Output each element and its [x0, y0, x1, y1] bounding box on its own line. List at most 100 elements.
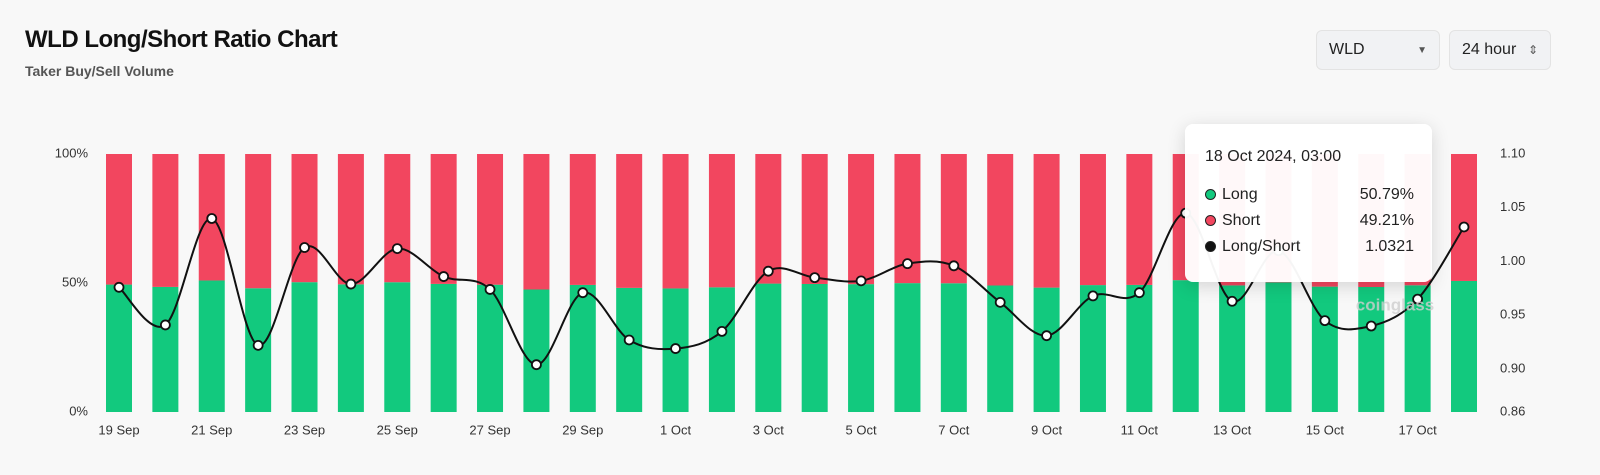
ratio-point: [391, 243, 403, 255]
x-tick-label: 5 Oct: [846, 422, 877, 437]
ratio-point: [345, 278, 357, 290]
y-tick-label: 100%: [55, 145, 89, 160]
ratio-point: [159, 319, 171, 331]
y2-tick-label: 0.86: [1500, 403, 1525, 418]
ratio-point: [299, 242, 310, 253]
tooltip-title: 18 Oct 2024, 03:00: [1205, 148, 1342, 165]
x-tick-label: 9 Oct: [1031, 422, 1062, 437]
bar-segment: [384, 282, 411, 412]
bar-segment: [337, 284, 364, 412]
bar-segment: [616, 154, 643, 288]
bar-segment: [1033, 287, 1060, 412]
y2-tick-label: 0.90: [1500, 360, 1525, 375]
ratio-point: [577, 287, 589, 299]
ratio-point: [855, 275, 867, 287]
x-tick-label: 13 Oct: [1213, 422, 1252, 437]
ratio-point: [484, 284, 496, 295]
bar-segment: [569, 154, 596, 285]
subtitle: Taker Buy/Sell Volume: [25, 63, 174, 79]
ratio-point: [206, 213, 218, 224]
y2-tick-label: 1.00: [1500, 253, 1525, 268]
bar-segment: [1311, 286, 1338, 412]
bar-segment: [198, 280, 225, 412]
bar-segment: [801, 154, 828, 284]
ratio-point: [1412, 293, 1424, 305]
bar-segment: [708, 154, 735, 288]
ratio-point: [623, 334, 635, 346]
ratio-point: [113, 281, 125, 293]
x-tick-label: 25 Sep: [377, 422, 418, 437]
bar-segment: [987, 154, 1014, 286]
tooltip-value: 1.0321: [1365, 238, 1414, 255]
symbol-select[interactable]: WLD ▼: [1316, 30, 1440, 70]
bar-segment: [106, 154, 132, 285]
bar-segment: [1172, 280, 1199, 412]
ratio-point: [438, 271, 450, 282]
tooltip-value: 50.79%: [1359, 186, 1414, 203]
ratio-point: [531, 359, 542, 371]
ratio-point: [1319, 315, 1331, 327]
bar-segment: [384, 154, 411, 283]
bar-segment: [848, 284, 875, 412]
bar-segment: [1451, 280, 1477, 412]
legend-dot: [1205, 241, 1216, 253]
bar-segment: [1033, 154, 1060, 288]
bar-segment: [1079, 154, 1106, 286]
y-tick-label: 0%: [69, 403, 88, 418]
x-tick-label: 19 Sep: [98, 422, 139, 437]
bar-segment: [1126, 284, 1153, 412]
bar-segment: [1079, 285, 1106, 412]
bar-segment: [477, 284, 504, 412]
ratio-point: [1365, 320, 1377, 332]
x-tick-label: 27 Sep: [469, 422, 510, 437]
tooltip-label: Long: [1222, 186, 1258, 203]
ratio-point: [670, 343, 681, 354]
ratio-point: [762, 265, 774, 277]
bar-segment: [245, 154, 272, 289]
caret: ▼: [1417, 44, 1427, 56]
caret: ⇕: [1527, 43, 1538, 57]
bar-segment: [152, 286, 179, 412]
x-tick-label: 17 Oct: [1398, 422, 1437, 437]
x-tick-label: 23 Sep: [284, 422, 325, 437]
bar-segment: [569, 284, 596, 412]
bar-segment: [801, 283, 828, 412]
ratio-point: [1133, 287, 1145, 299]
ratio-point: [1087, 290, 1099, 302]
bar-segment: [940, 283, 967, 412]
tooltip: 18 Oct 2024, 03:00 Long 50.79% Short 49.21…: [1185, 124, 1432, 282]
x-tick-label: 15 Oct: [1306, 422, 1345, 437]
bar-segment: [523, 154, 550, 290]
interval-value: 24 hour: [1462, 41, 1517, 58]
bar-segment: [523, 289, 550, 412]
ratio-point: [1041, 330, 1052, 342]
interval-select[interactable]: 24 hour ⇕: [1449, 30, 1551, 70]
ratio-point: [252, 339, 264, 351]
bar-segment: [848, 154, 875, 285]
bar-segment: [337, 154, 364, 285]
bar-segment: [152, 154, 179, 287]
bar-segment: [477, 154, 504, 285]
ratio-point: [994, 296, 1006, 308]
bar-segment: [755, 283, 782, 412]
watermark: coinglass: [1356, 295, 1434, 314]
bar-segment: [1451, 154, 1477, 281]
bar-segment: [1126, 154, 1153, 285]
x-tick-label: 7 Oct: [938, 422, 969, 437]
bar-segment: [430, 283, 457, 412]
bar-segment: [616, 287, 643, 412]
bar-segment: [430, 154, 457, 284]
bar-segment: [755, 154, 782, 284]
bar-segment: [662, 154, 689, 289]
legend-dot: [1205, 215, 1216, 227]
ratio-point: [1226, 295, 1238, 307]
bar-segment: [708, 287, 735, 412]
x-tick-label: 29 Sep: [562, 422, 603, 437]
ratio-point: [902, 258, 913, 270]
x-tick-label: 11 Oct: [1121, 422, 1159, 437]
x-tick-label: 3 Oct: [753, 422, 784, 437]
bar-segment: [894, 283, 921, 412]
y-tick-label: 50%: [62, 274, 88, 289]
